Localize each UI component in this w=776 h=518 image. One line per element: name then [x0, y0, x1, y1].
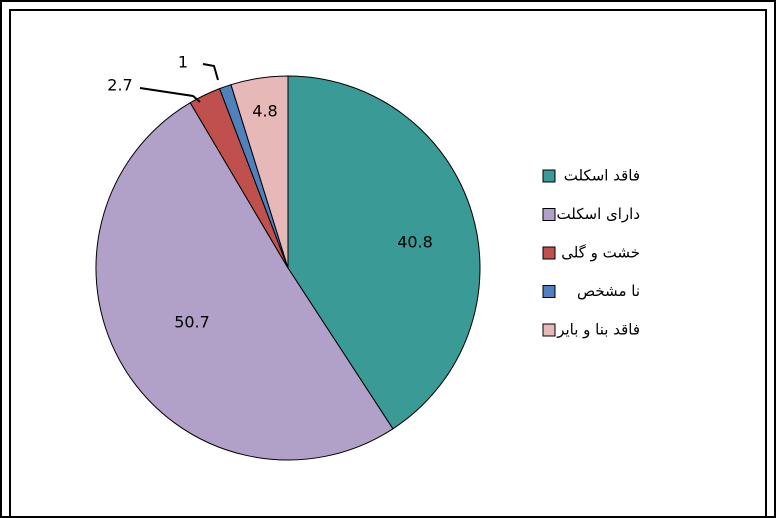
leader-line: [202, 63, 219, 81]
data-label: 40.8: [397, 233, 433, 252]
pie-slice: [287, 75, 481, 430]
legend-swatch: [542, 208, 556, 221]
pie-slice: [95, 102, 394, 461]
pie-slice: [230, 75, 289, 269]
legend-swatch: [542, 169, 556, 183]
data-label: 50.7: [174, 313, 210, 332]
legend-label: فاقد اسکلت: [564, 167, 640, 185]
legend-label: نا مشخص: [577, 282, 640, 300]
data-label: 4.8: [252, 102, 277, 121]
legend-label: خشت و گلی: [561, 244, 640, 262]
plot-frame: [9, 9, 767, 518]
legend-swatch: [542, 285, 556, 298]
leader-line: [139, 87, 201, 103]
data-label: 1: [178, 53, 188, 72]
legend-label: فاقد بنا و بایر: [556, 321, 640, 339]
legend-label: دارای اسکلت: [557, 205, 640, 223]
data-label: 2.7: [107, 76, 132, 95]
legend-swatch: [542, 323, 556, 337]
legend-swatch: [542, 246, 556, 260]
